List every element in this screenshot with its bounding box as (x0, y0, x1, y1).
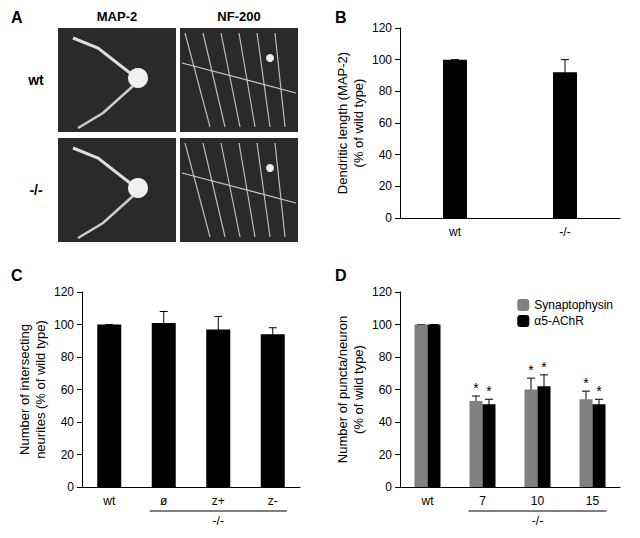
svg-text:z-: z- (268, 494, 278, 508)
svg-text:*: * (486, 383, 492, 399)
svg-text:120: 120 (372, 285, 392, 299)
svg-text:z+: z+ (212, 494, 225, 508)
svg-text:60: 60 (379, 383, 393, 397)
svg-text:*: * (473, 380, 479, 396)
svg-text:wt: wt (102, 494, 116, 508)
svg-text:Number of puncta/neuron: Number of puncta/neuron (335, 316, 350, 463)
svg-text:100: 100 (372, 318, 392, 332)
svg-text:Synaptophysin: Synaptophysin (534, 298, 613, 312)
svg-text:-/-: -/- (532, 514, 543, 528)
svg-text:A: A (11, 9, 23, 26)
svg-text:wt: wt (448, 225, 462, 239)
svg-text:*: * (528, 362, 534, 378)
svg-text:7: 7 (479, 494, 486, 508)
svg-text:B: B (335, 9, 347, 26)
svg-text:40: 40 (379, 148, 393, 162)
svg-text:(% of wild type): (% of wild type) (351, 79, 366, 168)
svg-text:0: 0 (385, 480, 392, 494)
svg-text:α5-AChR: α5-AChR (534, 314, 584, 328)
svg-text:-/-: -/- (29, 182, 43, 198)
svg-text:Dendritic length (MAP-2): Dendritic length (MAP-2) (335, 52, 350, 194)
svg-text:D: D (335, 267, 347, 284)
svg-text:120: 120 (54, 285, 74, 299)
svg-text:10: 10 (531, 494, 545, 508)
svg-text:40: 40 (61, 415, 75, 429)
svg-text:120: 120 (372, 21, 392, 35)
svg-text:100: 100 (372, 53, 392, 67)
svg-text:100: 100 (54, 318, 74, 332)
svg-text:20: 20 (61, 448, 75, 462)
svg-text:80: 80 (61, 350, 75, 364)
svg-text:80: 80 (379, 84, 393, 98)
svg-text:20: 20 (379, 179, 393, 193)
svg-text:-/-: -/- (559, 225, 570, 239)
svg-text:*: * (596, 383, 602, 399)
svg-text:Number of intersecting: Number of intersecting (17, 324, 32, 455)
svg-text:neurites (% of wild type): neurites (% of wild type) (33, 320, 48, 459)
svg-text:C: C (11, 267, 23, 284)
svg-text:0: 0 (67, 480, 74, 494)
svg-text:wt: wt (421, 494, 435, 508)
svg-text:*: * (583, 375, 589, 391)
svg-text:NF-200: NF-200 (217, 9, 260, 24)
svg-text:MAP-2: MAP-2 (97, 9, 137, 24)
svg-text:-/-: -/- (213, 514, 224, 528)
svg-text:60: 60 (379, 116, 393, 130)
svg-text:60: 60 (61, 383, 75, 397)
svg-text:(% of wild type): (% of wild type) (351, 345, 366, 434)
svg-text:0: 0 (385, 211, 392, 225)
svg-text:40: 40 (379, 415, 393, 429)
svg-text:15: 15 (586, 494, 600, 508)
svg-text:wt: wt (27, 72, 44, 88)
svg-text:ø: ø (160, 494, 168, 508)
svg-text:*: * (541, 359, 547, 375)
svg-text:20: 20 (379, 448, 393, 462)
svg-text:80: 80 (379, 350, 393, 364)
